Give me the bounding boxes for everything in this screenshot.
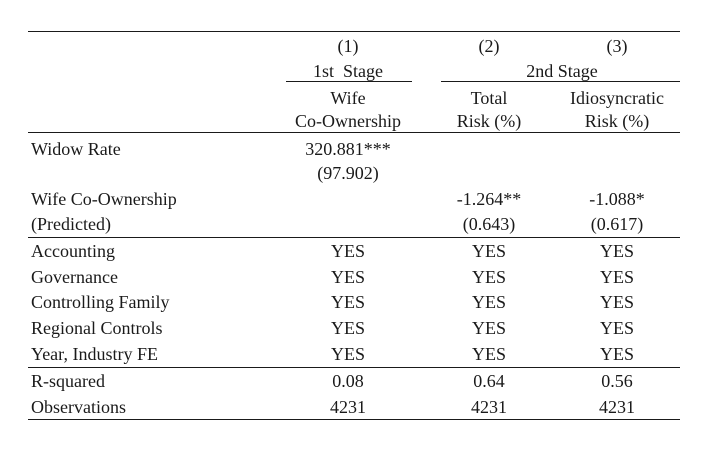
row-label-r-squared: R-squared: [31, 371, 105, 391]
r-squared-c3: 0.56: [601, 371, 633, 391]
controlling-family-c2: YES: [471, 292, 507, 312]
r-squared-c2: 0.64: [473, 371, 505, 391]
widow-rate-c1-se: (97.902): [317, 163, 379, 183]
col3-name-line2: Risk (%): [584, 111, 650, 131]
wife-coown-c3-se: (0.617): [590, 214, 644, 234]
year-industry-fe-c3: YES: [599, 344, 635, 364]
col3-number: (3): [606, 36, 628, 56]
wife-coown-c2: -1.264**: [456, 189, 522, 209]
row-label-wife-coownership: Wife Co-Ownership: [31, 189, 177, 209]
controlling-family-c3: YES: [599, 292, 635, 312]
col2-name-line1: Total: [470, 88, 508, 108]
observations-c2: 4231: [471, 397, 507, 417]
stage2-rule: [441, 81, 680, 82]
wife-coown-c2-se: (0.643): [462, 214, 516, 234]
row-label-governance: Governance: [31, 267, 118, 287]
governance-c1: YES: [330, 267, 366, 287]
row-label-observations: Observations: [31, 397, 126, 417]
observations-c1: 4231: [330, 397, 366, 417]
regional-controls-c3: YES: [599, 318, 635, 338]
stage1-label: 1st Stage: [313, 61, 383, 81]
accounting-c1: YES: [330, 241, 366, 261]
col1-name-line2: Co-Ownership: [295, 111, 401, 131]
widow-rate-c1: 320.881***: [305, 139, 391, 159]
year-industry-fe-c1: YES: [330, 344, 366, 364]
row-label-regional-controls: Regional Controls: [31, 318, 163, 338]
controls-rule: [28, 367, 680, 368]
year-industry-fe-c2: YES: [471, 344, 507, 364]
wife-coown-c3: -1.088*: [589, 189, 645, 209]
observations-c3: 4231: [599, 397, 635, 417]
governance-c2: YES: [471, 267, 507, 287]
stage2-label: 2nd Stage: [526, 61, 598, 81]
col3-name-line1: Idiosyncratic: [570, 88, 664, 108]
col2-name-line2: Risk (%): [456, 111, 522, 131]
controlling-family-c1: YES: [330, 292, 366, 312]
row-label-controlling-family: Controlling Family: [31, 292, 170, 312]
top-rule: [28, 31, 680, 32]
row-label-predicted: (Predicted): [31, 214, 111, 234]
coefficients-rule: [28, 237, 680, 238]
accounting-c2: YES: [471, 241, 507, 261]
accounting-c3: YES: [599, 241, 635, 261]
bottom-rule: [28, 419, 680, 420]
row-label-accounting: Accounting: [31, 241, 115, 261]
col2-number: (2): [478, 36, 500, 56]
r-squared-c1: 0.08: [332, 371, 364, 391]
stage1-rule: [286, 81, 412, 82]
regional-controls-c2: YES: [471, 318, 507, 338]
header-rule: [28, 132, 680, 133]
governance-c3: YES: [599, 267, 635, 287]
col1-number: (1): [337, 36, 359, 56]
row-label-year-industry-fe: Year, Industry FE: [31, 344, 158, 364]
col1-name-line1: Wife: [330, 88, 366, 108]
regional-controls-c1: YES: [330, 318, 366, 338]
row-label-widow-rate: Widow Rate: [31, 139, 121, 159]
